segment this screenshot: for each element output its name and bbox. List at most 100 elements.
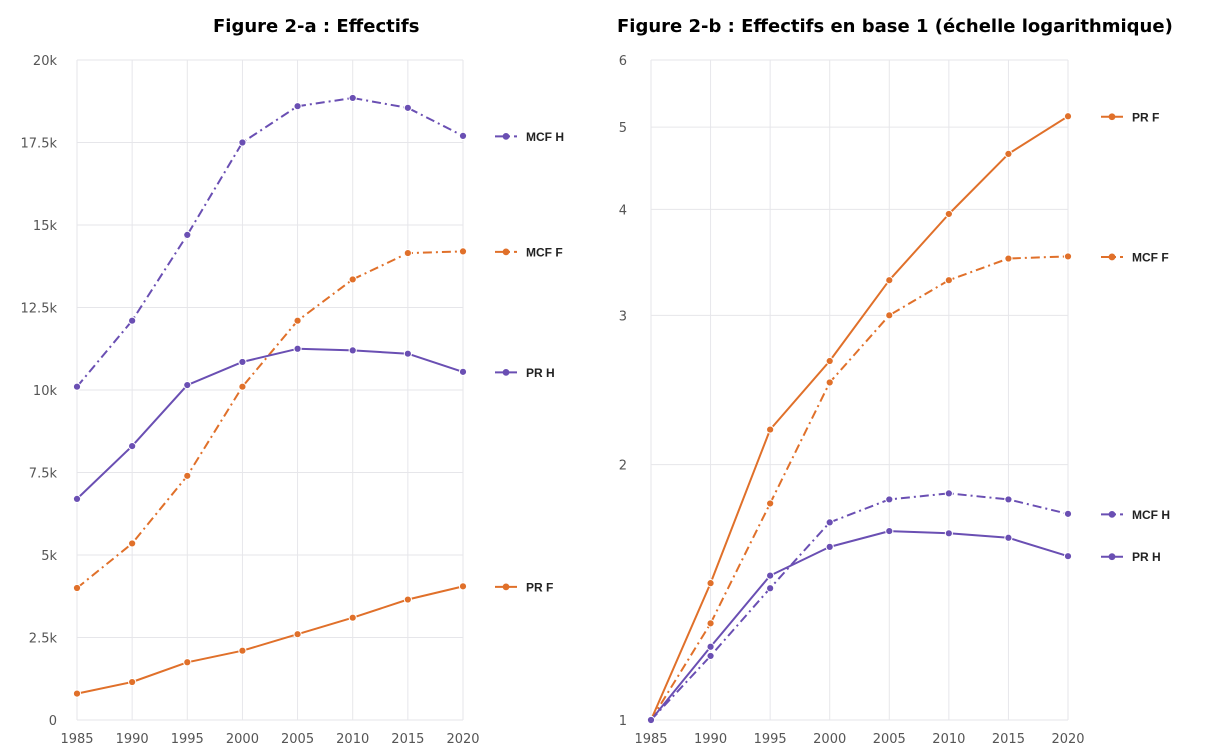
chart-b-x-tick-label: 1995 [754,732,787,747]
chart-a-point-mcf-h [458,131,468,140]
chart-a-y-tick-label: 17.5k [21,137,58,152]
chart-a-series-line-pr-h [76,347,464,500]
chart-a-y-tick-label: 5k [41,549,57,564]
chart-a-point-pr-h [183,380,192,390]
chart-b-point-pr-f [766,425,775,434]
chart-a-point-mcf-f [348,275,357,284]
chart-b-point-mcf-h [825,518,834,527]
chart-a-point-mcf-h [238,138,247,147]
chart-a-y-tick-label: 0 [49,714,57,729]
chart-a-point-pr-h [72,494,82,503]
chart-a-point-pr-f [128,677,137,687]
chart-a-point-pr-h [458,367,468,376]
chart-b-legend-marker-mcf-f [1108,253,1116,261]
chart-a-point-pr-f [238,646,247,655]
chart-a-y-tick-label: 20k [33,54,58,69]
chart-b-x-tick-label: 2020 [1051,732,1084,747]
chart-b-series-line-mcf-h [650,492,1069,721]
chart-a-point-pr-f [72,689,82,698]
chart-b-legend-label-mcf-f: MCF F [1132,250,1169,264]
chart-b-point-pr-h [766,571,775,580]
chart-b-point-pr-h [646,715,656,725]
chart-a-series-line-pr-f [76,585,464,695]
chart-b-legend-label-pr-f: PR F [1132,110,1159,124]
chart-b-point-mcf-f [706,619,715,628]
chart-b-point-pr-h [944,529,953,538]
chart-a-series-line-mcf-h [76,97,464,388]
chart-b-point-mcf-h [944,489,953,498]
chart-a-x-tick-label: 2020 [446,732,479,747]
chart-b-series-line-pr-h [650,530,1069,721]
chart-a-point-pr-f [348,613,357,622]
chart-a-legend-label-pr-f: PR F [526,580,553,594]
chart-a-title: Figure 2-a : Effectifs [213,16,420,37]
chart-a-y-tick-label: 15k [33,219,58,234]
chart-b-series-line-mcf-f [650,255,1069,721]
chart-a-x-tick-label: 2000 [226,732,259,747]
chart-b-point-pr-h [1004,533,1013,542]
chart-a-y-tick-label: 12.5k [21,302,58,317]
chart-b-y-tick-label: 4 [619,203,627,218]
chart-b-x-tick-label: 2010 [932,732,965,747]
chart-a-legend-marker-mcf-h [502,133,510,140]
chart-b-point-mcf-h [706,651,715,661]
chart-b-point-pr-h [885,526,894,536]
chart-a-point-mcf-f [128,539,137,548]
chart-b-x-tick-label: 1985 [634,732,667,747]
chart-a-point-pr-h [403,349,412,358]
chart-b-title: Figure 2-b : Effectifs en base 1 (échell… [617,16,1173,37]
chart-a-point-pr-h [128,442,137,451]
chart-a-point-pr-f [293,630,302,639]
chart-b-series-line-pr-f [650,115,1069,721]
chart-a-x-tick-label: 2015 [391,732,424,747]
chart-a-legend-label-mcf-f: MCF F [526,245,563,259]
chart-a-point-mcf-f [183,471,192,480]
chart-b-point-mcf-f [885,311,894,320]
chart-b-y-tick-label: 3 [619,309,627,324]
chart-b-x-tick-label: 1990 [694,732,727,747]
chart-a-legend-label-mcf-h: MCF H [526,130,564,144]
chart-b-point-pr-f [825,356,834,366]
chart-b-x-tick-label: 2015 [992,732,1025,747]
chart-a-point-pr-h [293,344,302,353]
chart-a-point-mcf-f [458,247,468,256]
chart-b-point-mcf-f [766,499,775,508]
chart-b-point-pr-h [706,642,715,651]
chart-a-point-mcf-h [128,316,137,325]
chart-a-point-mcf-f [293,316,302,325]
chart-b-point-pr-h [825,542,834,551]
chart-a-point-mcf-h [293,102,302,111]
chart-b-point-mcf-f [1063,252,1073,261]
chart-b-legend-marker-pr-f [1108,113,1116,121]
chart-a-point-mcf-h [183,230,192,239]
chart-b-point-pr-f [1004,149,1013,158]
chart-b-legend-marker-mcf-h [1108,510,1116,518]
chart-a-series-line-mcf-f [76,250,464,589]
chart-a-x-tick-label: 1985 [60,732,93,747]
chart-a-point-pr-f [403,595,412,604]
chart-a-point-mcf-h [403,103,412,112]
chart-b-point-mcf-h [885,495,894,504]
chart-b-point-pr-f [1063,112,1073,121]
chart-b-x-tick-label: 2000 [813,732,846,747]
chart-a-point-pr-h [348,346,357,355]
chart-b-point-mcf-h [766,584,775,593]
chart-b-point-pr-f [885,276,894,285]
chart-a-y-tick-label: 10k [33,384,58,399]
chart-b-legend-label-pr-h: PR H [1132,550,1161,564]
chart-a-y-tick-label: 2.5k [29,632,58,647]
chart-a-point-mcf-f [238,382,247,391]
chart-b-point-pr-h [1063,552,1073,561]
chart-b-y-tick-label: 1 [619,714,627,729]
chart-b-y-tick-label: 2 [619,459,627,474]
chart-b-point-mcf-h [1063,509,1073,518]
chart-a-x-tick-label: 2005 [281,732,314,747]
chart-a-x-tick-label: 1990 [116,732,149,747]
chart-a-point-pr-h [238,357,247,367]
chart-a-legend-marker-pr-h [502,368,510,376]
chart-b-x-tick-label: 2005 [873,732,906,747]
chart-a-plot: 0 2.5k 5k 7.5k 10k 12.5k 15k 17.5k 20k 1985 1990 19… [21,54,564,747]
chart-a-y-tick-label: 7.5k [29,467,58,482]
chart-b-point-pr-f [706,579,715,588]
